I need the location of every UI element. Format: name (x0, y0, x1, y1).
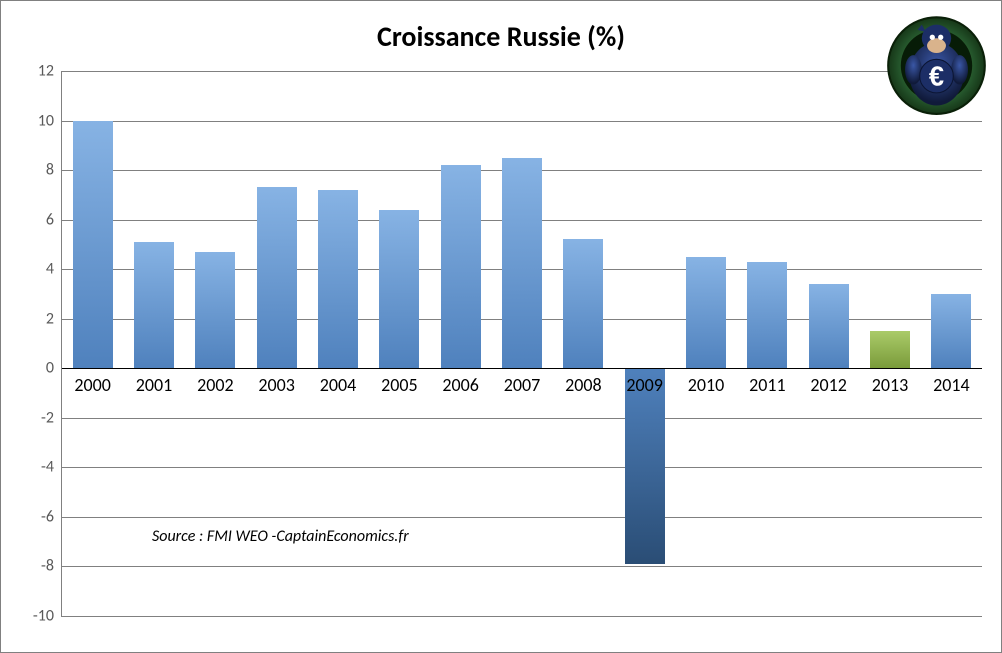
x-tick-label: 2009 (626, 374, 663, 396)
x-tick-label: 2000 (74, 374, 111, 396)
x-tick-label: 2010 (688, 374, 725, 396)
bar (625, 368, 665, 564)
gridline (62, 418, 982, 419)
y-tick-label: 12 (38, 62, 54, 81)
gridline (62, 467, 982, 468)
logo-badge: € (884, 11, 989, 116)
y-tick-label: -2 (41, 408, 54, 427)
y-tick-label: 2 (46, 309, 54, 328)
y-tick-label: 8 (46, 161, 54, 180)
bar (870, 331, 910, 368)
x-tick-label: 2012 (810, 374, 847, 396)
chart-container: Croissance Russie (%) (0, 0, 1002, 653)
bar (195, 252, 235, 368)
bar (931, 294, 971, 368)
x-tick-label: 2007 (504, 374, 541, 396)
bar (441, 165, 481, 368)
x-tick-label: 2008 (565, 374, 602, 396)
y-tick-label: -4 (41, 458, 54, 477)
gridline (62, 71, 982, 72)
bar (73, 121, 113, 369)
y-tick-label: -10 (33, 607, 54, 626)
bar (747, 262, 787, 369)
bar (318, 190, 358, 368)
chart-title: Croissance Russie (%) (1, 19, 1001, 54)
gridline (62, 517, 982, 518)
bar (809, 284, 849, 368)
gridline (62, 566, 982, 567)
x-tick-label: 2001 (136, 374, 173, 396)
bar (502, 158, 542, 369)
svg-text:€: € (929, 61, 944, 92)
x-tick-label: 2006 (442, 374, 479, 396)
plot-area: Source : FMI WEO -CaptainEconomics.fr -1… (61, 71, 982, 617)
zero-line (62, 368, 982, 369)
bar (257, 187, 297, 368)
x-tick-label: 2011 (749, 374, 786, 396)
bar (686, 257, 726, 368)
x-tick-label: 2013 (872, 374, 909, 396)
gridline (62, 121, 982, 122)
y-tick-label: -6 (41, 507, 54, 526)
y-tick-label: 4 (46, 260, 54, 279)
x-tick-label: 2002 (197, 374, 234, 396)
y-tick-label: 10 (38, 111, 54, 130)
x-tick-label: 2003 (258, 374, 295, 396)
captain-euro-icon: € (884, 11, 989, 116)
x-tick-label: 2005 (381, 374, 418, 396)
y-tick-label: 0 (46, 359, 54, 378)
y-tick-label: 6 (46, 210, 54, 229)
x-tick-label: 2014 (933, 374, 970, 396)
bar (563, 239, 603, 368)
bar (134, 242, 174, 368)
bar (379, 210, 419, 369)
y-tick-label: -8 (41, 557, 54, 576)
x-tick-label: 2004 (320, 374, 357, 396)
source-text: Source : FMI WEO -CaptainEconomics.fr (152, 527, 409, 546)
